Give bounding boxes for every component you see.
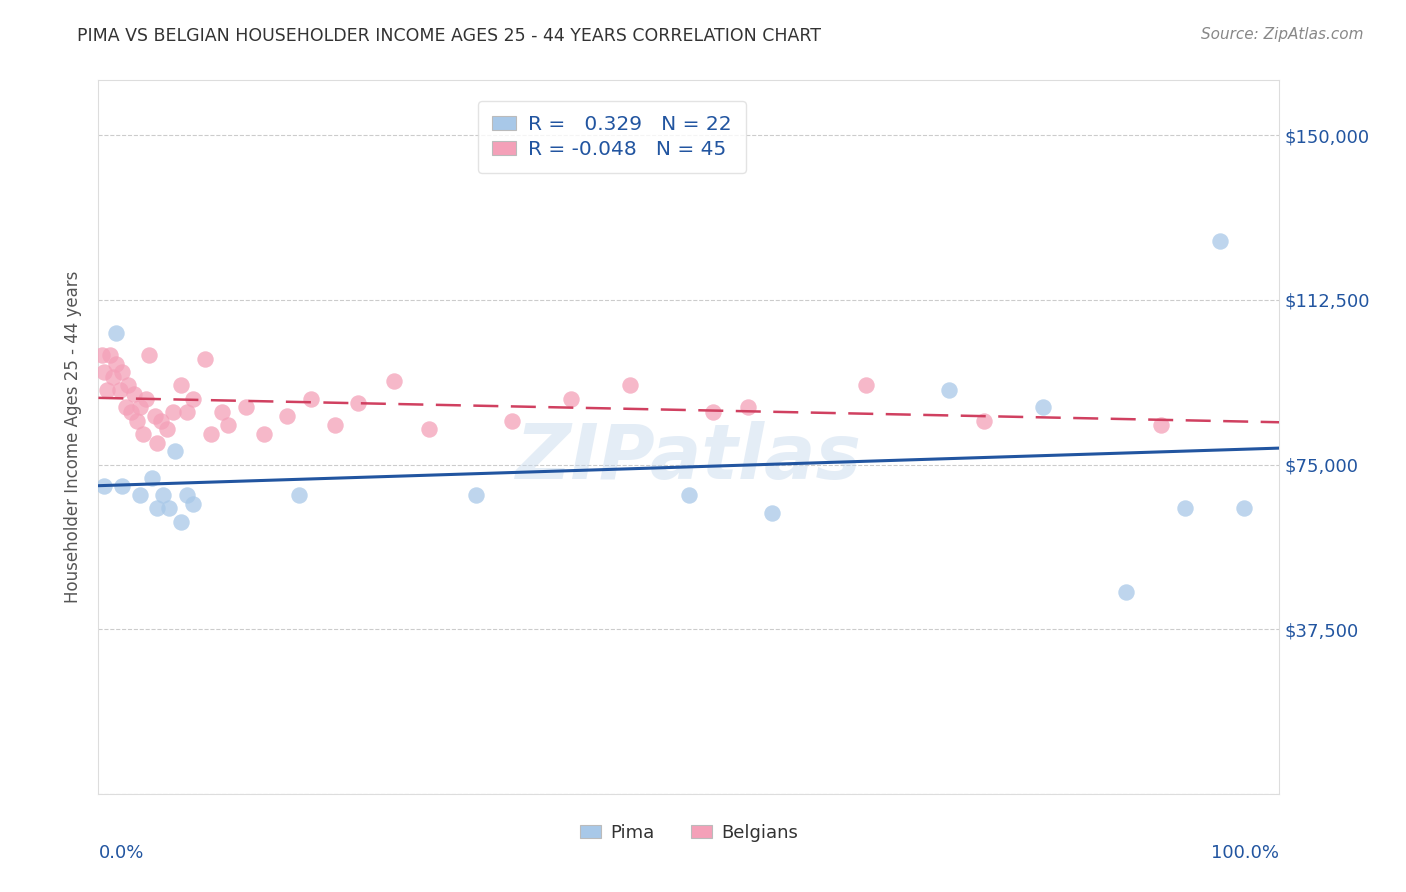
Point <box>114 401 136 415</box>
Point <box>170 378 193 392</box>
Text: 100.0%: 100.0% <box>1212 844 1279 862</box>
Point <box>96 383 118 397</box>
Point <box>141 471 163 485</box>
Point <box>973 414 995 428</box>
Point <box>111 365 134 379</box>
Point <box>91 348 114 362</box>
Point <box>253 426 276 441</box>
Point <box>1150 417 1173 432</box>
Point <box>122 387 145 401</box>
Point <box>1233 501 1256 516</box>
Point <box>235 401 257 415</box>
Point <box>135 392 157 406</box>
Point <box>176 405 198 419</box>
Point <box>217 417 239 432</box>
Point <box>162 405 184 419</box>
Text: Source: ZipAtlas.com: Source: ZipAtlas.com <box>1201 27 1364 42</box>
Point <box>181 392 204 406</box>
Point <box>702 405 724 419</box>
Point <box>855 378 877 392</box>
Point <box>101 369 124 384</box>
Point <box>678 488 700 502</box>
Point <box>93 365 115 379</box>
Point <box>176 488 198 502</box>
Point <box>128 488 150 502</box>
Point <box>127 414 149 428</box>
Point <box>194 352 217 367</box>
Text: 0.0%: 0.0% <box>98 844 143 862</box>
Point <box>93 479 115 493</box>
Point <box>98 348 121 362</box>
Point <box>105 357 128 371</box>
Point <box>501 414 523 428</box>
Text: ZIPatlas: ZIPatlas <box>516 422 862 495</box>
Point <box>143 409 166 424</box>
Point <box>1032 401 1054 415</box>
Point <box>276 409 298 424</box>
Point <box>288 488 311 502</box>
Point <box>299 392 322 406</box>
Point <box>347 396 370 410</box>
Point <box>170 515 193 529</box>
Point <box>150 414 173 428</box>
Point <box>105 326 128 340</box>
Point <box>761 506 783 520</box>
Point <box>465 488 488 502</box>
Y-axis label: Householder Income Ages 25 - 44 years: Householder Income Ages 25 - 44 years <box>65 271 83 603</box>
Point <box>156 422 179 436</box>
Point <box>146 501 169 516</box>
Point <box>1174 501 1197 516</box>
Point <box>138 348 160 362</box>
Point <box>382 374 405 388</box>
Point <box>560 392 582 406</box>
Point <box>211 405 233 419</box>
Point <box>152 488 174 502</box>
Point <box>938 383 960 397</box>
Point <box>157 501 180 516</box>
Point <box>737 401 759 415</box>
Point <box>619 378 641 392</box>
Text: PIMA VS BELGIAN HOUSEHOLDER INCOME AGES 25 - 44 YEARS CORRELATION CHART: PIMA VS BELGIAN HOUSEHOLDER INCOME AGES … <box>77 27 821 45</box>
Point <box>111 479 134 493</box>
Point <box>418 422 440 436</box>
Point <box>108 383 131 397</box>
Legend: Pima, Belgians: Pima, Belgians <box>572 817 806 849</box>
Point <box>200 426 222 441</box>
Point <box>121 405 143 419</box>
Point <box>132 426 155 441</box>
Point <box>323 417 346 432</box>
Point <box>1115 585 1137 599</box>
Point <box>165 444 187 458</box>
Point <box>1209 234 1232 248</box>
Point <box>181 497 204 511</box>
Point <box>128 401 150 415</box>
Point <box>117 378 139 392</box>
Point <box>146 435 169 450</box>
